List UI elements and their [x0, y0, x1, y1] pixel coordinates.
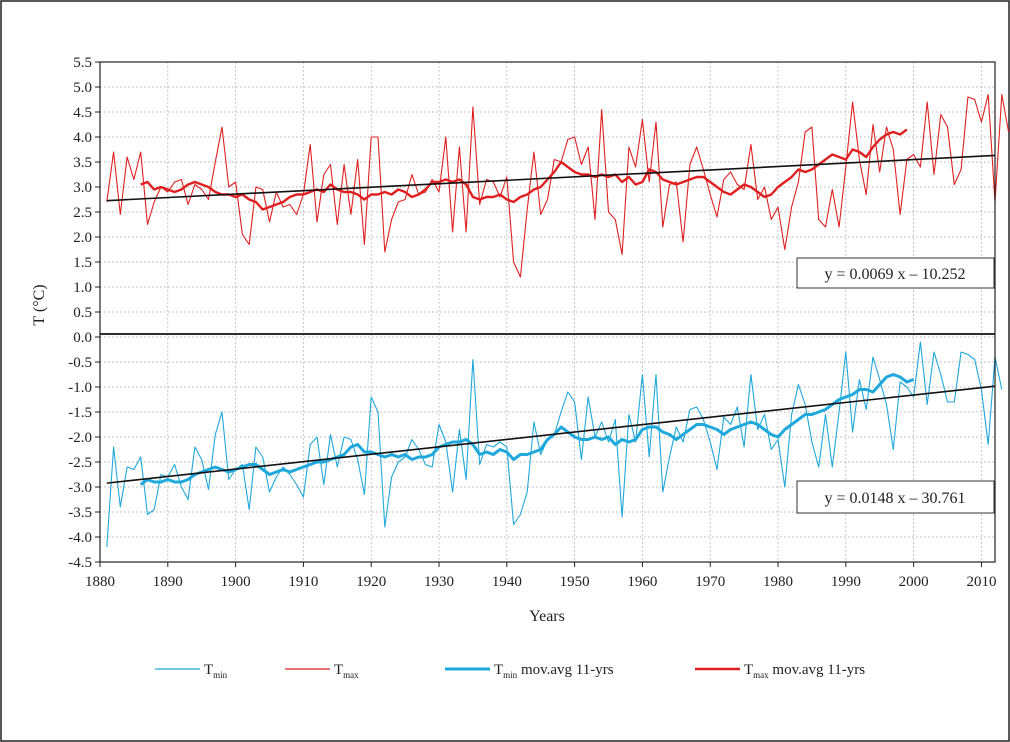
y-tick-label: -4.0 [68, 530, 92, 546]
y-tick-label: 1.0 [73, 280, 92, 296]
x-tick-label: 1980 [763, 574, 793, 590]
y-tick-label: 4.0 [73, 130, 92, 146]
legend: Tmin Tmax Tmin mov.avg 11-yrs Tmax mov.avg … [155, 662, 865, 680]
x-tick-label: 1930 [424, 574, 454, 590]
legend-label-tmin: Tmin [204, 662, 228, 680]
tmin-moving-average-line [139, 373, 915, 486]
y-axis-ticks: 5.5 5.0 4.5 4.0 3.5 3.0 2.5 2.0 1.5 1.0 0.5 0.0 -0.5… [68, 55, 100, 571]
tmax-series-line [106, 93, 1010, 278]
y-tick-label: 2.0 [73, 230, 92, 246]
y-tick-label: -1.5 [68, 405, 92, 421]
y-tick-label: -4.5 [68, 555, 92, 571]
y-tick-label: -3.5 [68, 505, 92, 521]
x-tick-label: 1890 [153, 574, 183, 590]
y-tick-label: 2.5 [73, 205, 92, 221]
y-tick-label: 1.5 [73, 255, 92, 271]
plot-frame [99, 61, 996, 563]
y-axis-label: T (°C) [31, 284, 48, 325]
y-tick-label: 5.0 [73, 80, 92, 96]
tmax-moving-average-line [140, 128, 908, 211]
x-tick-label: 1970 [695, 574, 725, 590]
y-tick-label: 0.5 [73, 305, 92, 321]
x-tick-label: 1950 [560, 574, 590, 590]
x-tick-label: 1940 [492, 574, 522, 590]
y-tick-label: 0.0 [73, 330, 92, 346]
y-tick-label: -2.5 [68, 455, 92, 471]
x-axis-ticks: 1880 1890 1900 1910 1920 1930 1940 1950 1960 1970… [85, 562, 996, 590]
tmax-equation-box: y = 0.0069 x – 10.252 [796, 257, 995, 289]
legend-label-tmin-ma: Tmin mov.avg 11-yrs [494, 662, 614, 680]
x-tick-label: 1900 [221, 574, 251, 590]
legend-label-tmax: Tmax [334, 662, 359, 680]
tmax-trend-line [106, 154, 996, 202]
y-tick-label: -2.0 [68, 430, 92, 446]
tmin-equation-box: y = 0.0148 x – 30.761 [796, 480, 995, 514]
y-tick-label: 3.0 [73, 180, 92, 196]
plot-area [106, 93, 1010, 548]
x-tick-label: 1880 [85, 574, 115, 590]
x-tick-label: 1960 [627, 574, 657, 590]
y-tick-label: 4.5 [73, 105, 92, 121]
x-tick-label: 2000 [899, 574, 929, 590]
x-tick-label: 2010 [966, 574, 996, 590]
y-tick-label: 5.5 [73, 55, 92, 71]
x-axis-label: Years [529, 608, 565, 625]
tmax-equation: y = 0.0069 x – 10.252 [824, 266, 965, 283]
y-tick-label: 3.5 [73, 155, 92, 171]
tmin-trend-line [106, 385, 996, 484]
legend-label-tmax-ma: Tmax mov.avg 11-yrs [744, 662, 865, 680]
x-tick-label: 1910 [288, 574, 318, 590]
x-tick-label: 1920 [356, 574, 386, 590]
x-tick-label: 1990 [831, 574, 861, 590]
tmin-equation: y = 0.0148 x – 30.761 [824, 490, 965, 507]
y-tick-label: -3.0 [68, 480, 92, 496]
y-tick-label: -1.0 [68, 380, 92, 396]
y-tick-label: -0.5 [68, 355, 92, 371]
